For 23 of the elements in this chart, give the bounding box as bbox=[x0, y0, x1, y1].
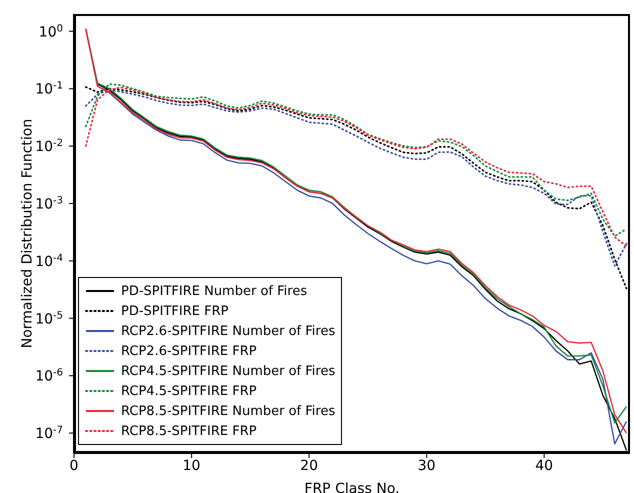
legend-label: PD-SPITFIRE Number of Fires bbox=[121, 284, 308, 298]
y-tick-label: 10$^{-6}$ bbox=[35, 367, 63, 385]
legend-label: RCP4.5-SPITFIRE FRP bbox=[121, 384, 257, 398]
x-tick-label: 30 bbox=[418, 458, 436, 474]
x-tick-label: 40 bbox=[535, 458, 554, 474]
y-axis-title: Normalized Distribution Function bbox=[20, 118, 36, 348]
x-tick-label: 20 bbox=[300, 458, 318, 474]
legend-label: RCP8.5-SPITFIRE FRP bbox=[121, 424, 257, 438]
x-tick-label: 0 bbox=[70, 458, 78, 474]
legend-label: PD-SPITFIRE FRP bbox=[121, 304, 228, 318]
x-tick-label: 10 bbox=[182, 458, 200, 474]
y-tick-label: 10$^{-1}$ bbox=[35, 80, 63, 98]
y-tick-label: 10$^{-5}$ bbox=[35, 310, 63, 328]
y-tick-label: 10$^{-4}$ bbox=[35, 252, 63, 270]
y-tick-label: 10$^{-7}$ bbox=[35, 424, 63, 442]
y-tick-label: 10$^{-2}$ bbox=[35, 138, 63, 156]
legend-label: RCP2.6-SPITFIRE Number of Fires bbox=[121, 324, 336, 338]
x-axis-title: FRP Class No. bbox=[304, 481, 400, 493]
legend-label: RCP2.6-SPITFIRE FRP bbox=[121, 344, 257, 358]
y-tick-label: 10$^{0}$ bbox=[38, 22, 63, 40]
legend-label: RCP8.5-SPITFIRE Number of Fires bbox=[121, 404, 336, 418]
y-tick-label: 10$^{-3}$ bbox=[35, 194, 63, 212]
legend-label: RCP4.5-SPITFIRE Number of Fires bbox=[121, 364, 336, 378]
